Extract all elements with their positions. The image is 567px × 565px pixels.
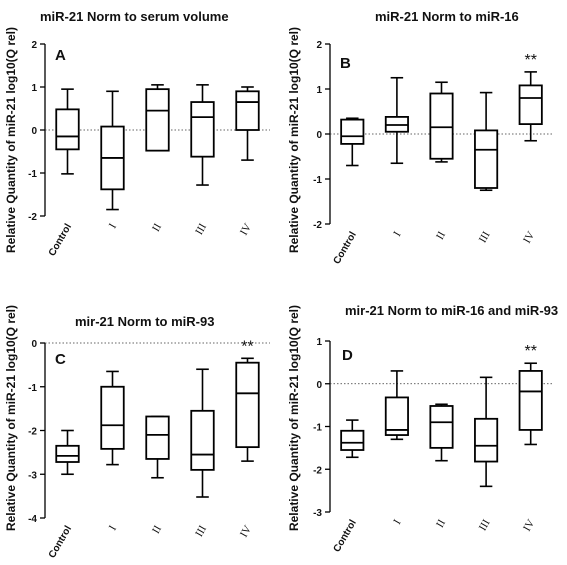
box-iqr	[518, 370, 543, 431]
box-iqr	[235, 90, 260, 131]
box-iqr	[518, 84, 543, 126]
y-tick-label: 1	[316, 85, 322, 96]
y-tick-label: -1	[28, 383, 37, 394]
category-label: III	[193, 523, 209, 539]
category-label: II	[150, 221, 164, 234]
box-iqr	[190, 101, 215, 158]
panel-title: mir-21 Norm to miR-93	[75, 314, 214, 329]
category-label: II	[434, 229, 448, 242]
box-ii	[145, 84, 170, 152]
panel-a: miR-21 Norm to serum volume A -2 -1 0 1 2 Contr…	[28, 9, 270, 258]
y-axis-label-left: Relative Quantity of miR-21 log10(Q rel)	[4, 27, 18, 253]
box-iqr	[429, 405, 454, 449]
panel-d: mir-21 Norm to miR-16 and miR-93 D -3 -2 -1 0…	[313, 303, 558, 554]
category-label: I	[391, 517, 403, 526]
box-control	[340, 419, 365, 459]
panel-label: B	[340, 55, 351, 72]
box-iii	[474, 91, 499, 192]
category-label: II	[434, 517, 448, 530]
y-tick-label: -1	[313, 175, 322, 186]
box-iqr	[235, 361, 260, 449]
category-label: Control	[332, 230, 359, 266]
category-label: III	[477, 517, 493, 533]
y-tick-label: 2	[316, 40, 322, 51]
box-iv	[235, 86, 260, 161]
y-axis-label-right: Relative Quantity of miR-21 log10(Q rel)	[287, 27, 301, 253]
box-i	[100, 90, 125, 211]
y-tick-label: 1	[31, 83, 37, 94]
y-tick-label: -3	[28, 470, 37, 481]
box-iqr	[474, 417, 499, 463]
y-tick-label: 0	[31, 339, 37, 350]
category-label: I	[391, 229, 403, 238]
category-label: III	[193, 221, 209, 237]
y-tick-label: -2	[28, 427, 37, 438]
y-tick-label: -2	[313, 465, 322, 476]
box-iv: **	[235, 338, 260, 462]
box-control	[340, 117, 365, 167]
box-iqr	[190, 409, 215, 471]
box-iqr	[384, 396, 409, 436]
category-label: I	[107, 221, 119, 230]
category-label: IV	[521, 229, 537, 245]
box-iqr	[340, 118, 365, 145]
y-tick-label: 0	[316, 130, 322, 141]
category-label: IV	[238, 523, 254, 539]
category-label: II	[150, 523, 164, 536]
box-ii	[429, 81, 454, 163]
box-iqr	[474, 129, 499, 189]
category-label: IV	[238, 221, 254, 237]
box-iv: **	[518, 52, 543, 142]
category-label: Control	[47, 524, 74, 560]
panel-title: miR-21 Norm to serum volume	[40, 9, 229, 24]
y-tick-label: 1	[316, 337, 322, 348]
y-tick-label: -1	[28, 169, 37, 180]
box-ii	[429, 403, 454, 462]
box-i	[384, 76, 409, 165]
category-label: I	[107, 523, 119, 532]
significance-marker: **	[241, 338, 253, 355]
panel-label: D	[342, 347, 353, 364]
y-tick-label: 0	[31, 126, 37, 137]
box-iv: **	[518, 343, 543, 446]
y-tick-label: -1	[313, 423, 322, 434]
box-control	[55, 429, 80, 476]
box-iqr	[145, 415, 170, 460]
significance-marker: **	[524, 343, 536, 360]
box-iqr	[429, 92, 454, 160]
box-ii	[145, 415, 170, 479]
box-iii	[190, 368, 215, 498]
panel-label: C	[55, 351, 66, 368]
y-axis-label-left-lower: Relative Quantity of miR-21 log10(Q rel)	[4, 305, 18, 531]
panel-title: miR-21 Norm to miR-16	[375, 9, 519, 24]
category-label: III	[477, 229, 493, 245]
category-label: Control	[47, 222, 74, 258]
box-iqr	[145, 88, 170, 152]
box-control	[55, 88, 80, 175]
y-tick-label: -2	[28, 212, 37, 223]
panel-title: mir-21 Norm to miR-16 and miR-93	[345, 303, 558, 318]
y-axis-label-right-lower: Relative Quantity of miR-21 log10(Q rel)	[287, 305, 301, 531]
box-iii	[190, 84, 215, 186]
box-iqr	[55, 444, 80, 463]
y-tick-label: -2	[313, 220, 322, 231]
box-iqr	[340, 429, 365, 451]
y-tick-label: 2	[31, 40, 37, 51]
box-iqr	[55, 108, 80, 151]
panel-label: A	[55, 47, 66, 64]
box-iii	[474, 376, 499, 488]
category-label: IV	[521, 517, 537, 533]
y-tick-label: -4	[28, 514, 37, 525]
category-label: Control	[332, 518, 359, 554]
y-tick-label: -3	[313, 508, 322, 519]
box-iqr	[100, 385, 125, 450]
significance-marker: **	[524, 52, 536, 69]
box-i	[384, 370, 409, 441]
box-i	[100, 370, 125, 466]
y-tick-label: 0	[316, 380, 322, 391]
